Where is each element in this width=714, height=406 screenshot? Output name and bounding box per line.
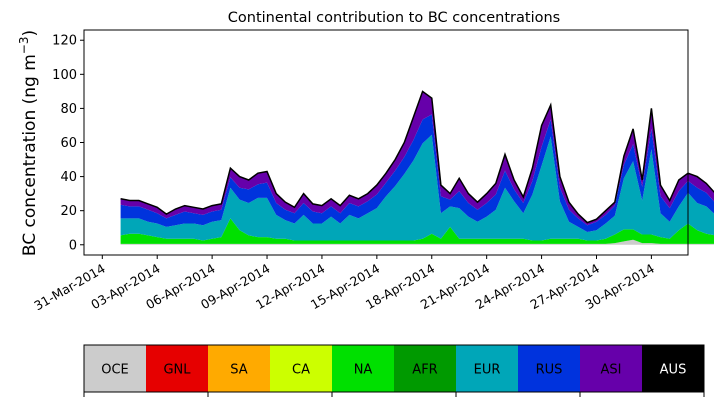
y-tick-label: 40 [60, 170, 77, 185]
legend-swatch-gnl [146, 345, 208, 392]
legend-swatch-rus [518, 345, 580, 392]
y-tick-label: 60 [60, 136, 77, 151]
legend-swatch-sa [208, 345, 270, 392]
total-concentration-line [120, 90, 714, 224]
legend-label-rus: RUS [536, 363, 563, 378]
y-axis-label: BC concentration (ng m−3) [17, 30, 40, 256]
area-series-oce [120, 239, 714, 245]
legend-label-na: NA [354, 363, 373, 378]
chart-title: Continental contribution to BC concentra… [228, 10, 560, 26]
legend-label-aus: AUS [660, 363, 687, 378]
y-tick-label: 100 [52, 68, 77, 83]
area-series-na [120, 218, 714, 244]
legend-swatch-asi [580, 345, 642, 392]
area-series-eur [120, 134, 714, 241]
y-tick-label: 80 [60, 102, 77, 117]
legend-label-asi: ASI [601, 363, 622, 378]
plot-area [120, 90, 714, 245]
legend-swatch-aus [642, 345, 704, 392]
legend-label-ca: CA [292, 363, 310, 378]
legend-label-sa: SA [230, 363, 247, 378]
legend-swatch-eur [456, 345, 518, 392]
legend-colorbar: OCE GNL SA CA NA AFR EUR RUS ASI AUS [83, 344, 705, 397]
y-tick-label: 20 [60, 204, 77, 219]
legend-swatch-oce [84, 345, 146, 392]
legend-frame [83, 344, 705, 393]
legend-label-oce: OCE [101, 363, 129, 378]
y-tick-label: 0 [69, 238, 77, 253]
legend-label-gnl: GNL [163, 363, 191, 378]
legend-label-afr: AFR [412, 363, 437, 378]
y-tick-label: 120 [52, 34, 77, 49]
area-series-asi [120, 91, 714, 226]
legend-swatch-ca [270, 345, 332, 392]
legend-label-eur: EUR [474, 363, 501, 378]
legend-swatch-afr [394, 345, 456, 392]
legend-swatch-na [332, 345, 394, 392]
area-series-rus [120, 114, 714, 232]
